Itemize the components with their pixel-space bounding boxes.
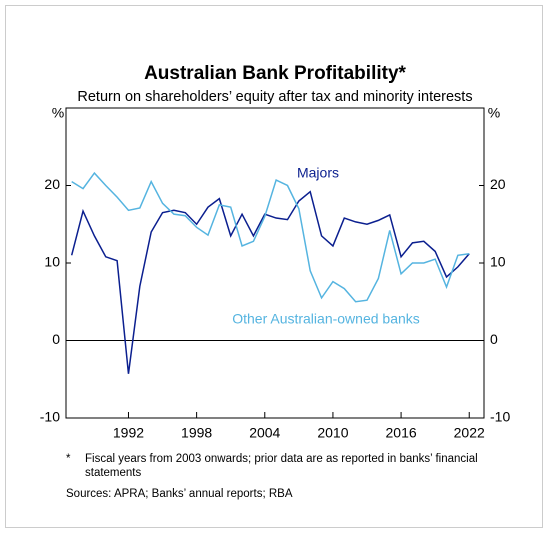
series-label: Other Australian-owned banks <box>232 311 420 327</box>
chart-subtitle: Return on shareholders’ equity after tax… <box>77 89 472 105</box>
x-tick-label: 2022 <box>454 425 485 441</box>
x-tick-label: 2004 <box>249 425 280 441</box>
y-tick-label-left: -10 <box>40 409 60 425</box>
y-tick-label-right: 0 <box>490 331 498 347</box>
sources: Sources: APRA; Banks’ annual reports; RB… <box>66 488 293 500</box>
x-tick-label: 1992 <box>113 425 144 441</box>
x-tick-label: 2010 <box>317 425 348 441</box>
y-tick-label-left: 10 <box>44 254 60 270</box>
series-line <box>71 171 470 303</box>
y-tick-label-right: 20 <box>490 176 506 192</box>
y-unit-left: % <box>52 105 64 121</box>
y-tick-label-right: -10 <box>490 409 510 425</box>
y-tick-label-left: 20 <box>44 176 60 192</box>
series-line <box>70 190 470 374</box>
footnote: Fiscal years from 2003 onwards; prior da… <box>85 453 478 479</box>
y-unit-right: % <box>488 105 500 121</box>
y-tick-label-right: 10 <box>490 254 506 270</box>
x-tick-label: 2016 <box>386 425 417 441</box>
footnote-marker: * <box>66 453 71 465</box>
x-tick-label: 1998 <box>181 425 212 441</box>
border <box>5 5 543 528</box>
chart-title: Australian Bank Profitability* <box>144 63 406 84</box>
y-tick-label-left: 0 <box>52 331 60 347</box>
series-label: Majors <box>297 165 339 181</box>
